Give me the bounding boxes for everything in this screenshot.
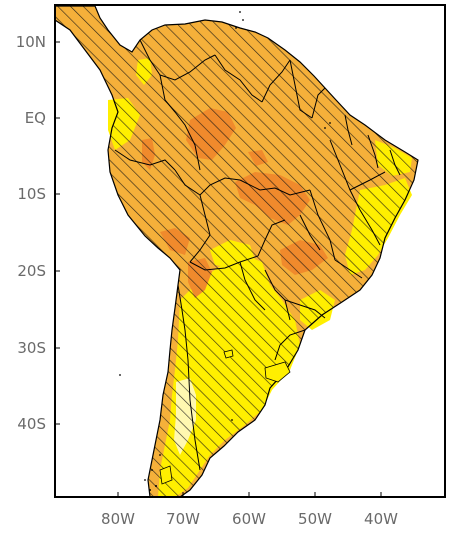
country-borders bbox=[114, 39, 401, 471]
islands bbox=[159, 349, 291, 485]
lon-label-50w: 50W bbox=[298, 510, 332, 528]
lon-label-70w: 70W bbox=[166, 510, 200, 528]
island-dots bbox=[119, 11, 331, 491]
map-frame bbox=[54, 4, 446, 498]
longitude-ticks bbox=[117, 492, 382, 497]
lon-label-40w: 40W bbox=[364, 510, 398, 528]
lat-label-20s: 20S bbox=[17, 262, 46, 280]
coastline bbox=[55, 5, 419, 497]
longitude-labels: 80W 70W 60W 50W 40W bbox=[101, 510, 398, 528]
lat-label-10s: 10S bbox=[17, 185, 46, 203]
lat-label-eq: EQ bbox=[25, 109, 46, 127]
latitude-ticks bbox=[55, 41, 60, 425]
lat-label-40s: 40S bbox=[17, 415, 46, 433]
lon-label-60w: 60W bbox=[232, 510, 266, 528]
significance-hatching bbox=[55, 6, 418, 497]
lat-label-10n: 10N bbox=[16, 33, 46, 51]
lon-label-80w: 80W bbox=[101, 510, 135, 528]
lat-label-30s: 30S bbox=[17, 339, 46, 357]
latitude-labels: 10N EQ 10S 20S 30S 40S bbox=[16, 33, 46, 433]
